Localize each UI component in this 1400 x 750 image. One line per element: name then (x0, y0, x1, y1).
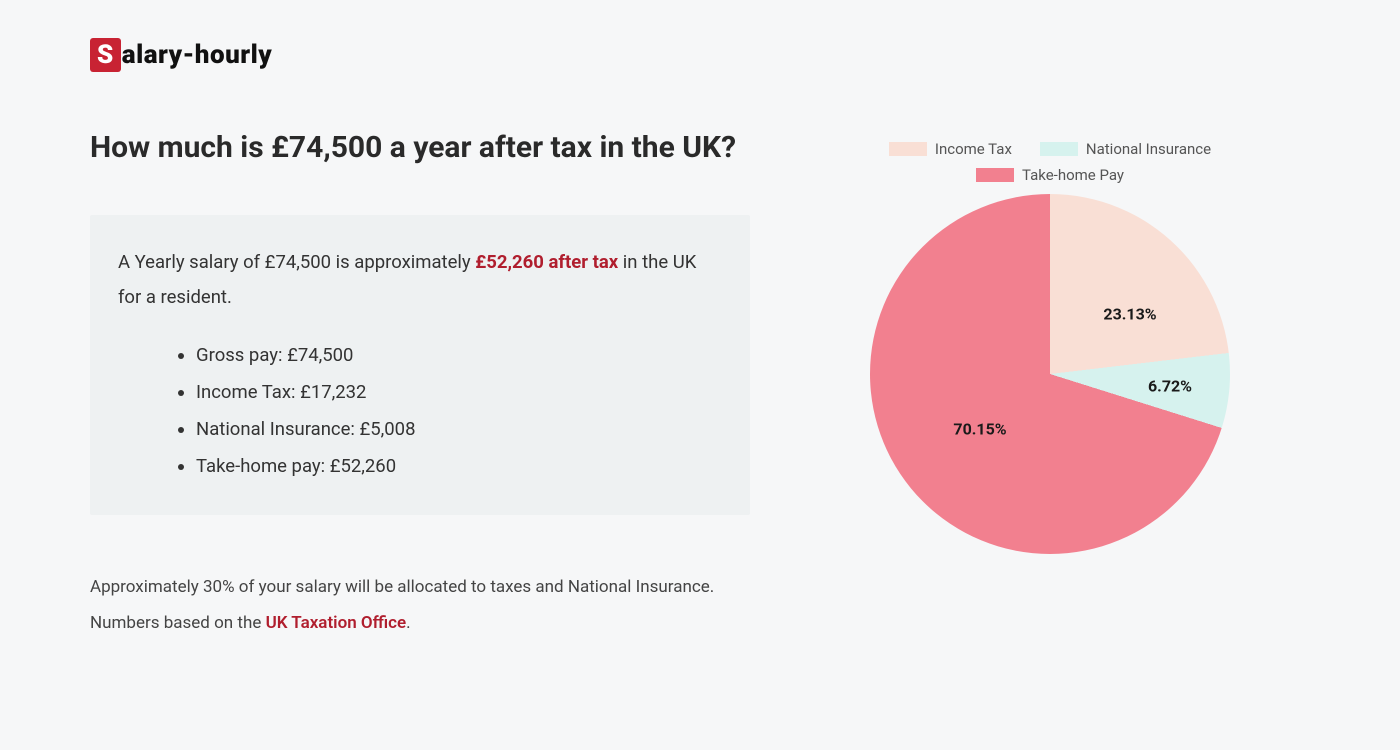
footer-text: Approximately 30% of your salary will be… (90, 570, 750, 641)
legend-item: Income Tax (889, 140, 1012, 158)
footer-line1: Approximately 30% of your salary will be… (90, 577, 714, 597)
legend-item: National Insurance (1040, 140, 1211, 158)
legend-swatch (1040, 142, 1078, 156)
legend-label: National Insurance (1086, 140, 1211, 158)
footer-line2-suffix: . (406, 613, 410, 633)
summary-prefix: A Yearly salary of £74,500 is approximat… (118, 251, 475, 273)
legend-swatch (889, 142, 927, 156)
slice-label: 70.15% (953, 420, 1006, 439)
logo: Salary-hourly (90, 40, 1310, 70)
logo-s-badge: S (90, 38, 121, 72)
legend-label: Take-home Pay (1022, 166, 1124, 184)
slice-label: 23.13% (1103, 305, 1156, 324)
logo-rest: alary-hourly (122, 40, 272, 70)
pie-disc (870, 194, 1230, 554)
list-item: Income Tax: £17,232 (196, 374, 722, 411)
summary-text: A Yearly salary of £74,500 is approximat… (118, 245, 722, 315)
legend-swatch (976, 168, 1014, 182)
list-item: Gross pay: £74,500 (196, 337, 722, 374)
legend-label: Income Tax (935, 140, 1012, 158)
legend-item: Take-home Pay (976, 166, 1124, 184)
taxation-office-link[interactable]: UK Taxation Office (266, 613, 407, 633)
list-item: Take-home pay: £52,260 (196, 448, 722, 485)
footer-line2-prefix: Numbers based on the (90, 613, 266, 633)
summary-box: A Yearly salary of £74,500 is approximat… (90, 215, 750, 515)
slice-label: 6.72% (1148, 377, 1192, 396)
chart-legend: Income Tax National Insurance Take-home … (840, 140, 1260, 184)
list-item: National Insurance: £5,008 (196, 411, 722, 448)
breakdown-list: Gross pay: £74,500 Income Tax: £17,232 N… (118, 337, 722, 485)
summary-highlight: £52,260 after tax (475, 251, 618, 273)
page-title: How much is £74,500 a year after tax in … (90, 130, 750, 165)
pie-chart: 23.13% 6.72% 70.15% (870, 194, 1230, 554)
